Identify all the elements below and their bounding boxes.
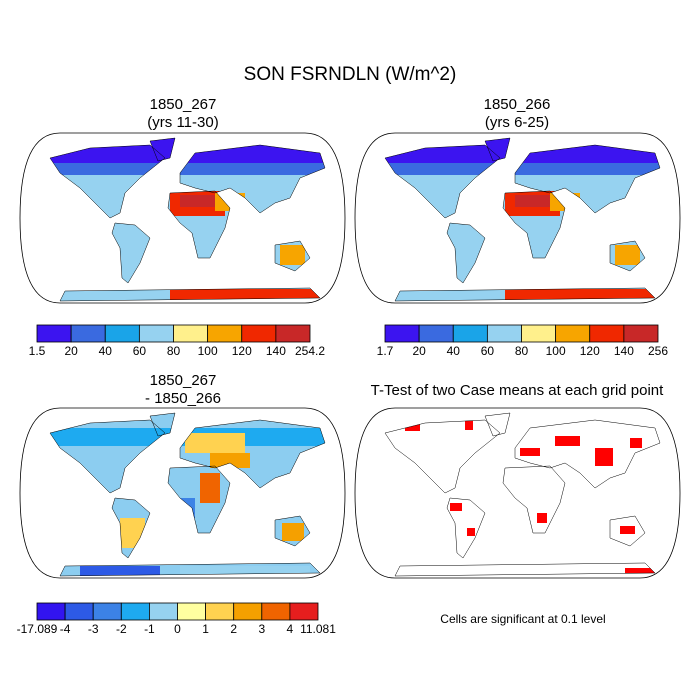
colorbar-swatch [173,324,209,343]
colorbar: 1.7 20 40 60 80 100 120 140 256 [377,324,668,358]
colorbar-swatch [205,602,235,621]
colorbar-swatch [104,324,140,343]
colorbar-label: 2 [230,622,237,636]
panel-title: 1850_266 [484,96,551,113]
colorbar-swatch [623,324,659,343]
colorbar-swatch [261,602,291,621]
colorbar: 1.5 20 40 60 80 100 120 140 254.2 [29,324,325,358]
colorbar-swatch [233,602,263,621]
colorbar-label: 100 [198,344,218,358]
colorbar-swatch [486,324,522,343]
map [19,407,346,579]
colorbar-swatch [92,602,122,621]
colorbar-label: 4 [287,622,294,636]
colorbar-label: 80 [515,344,529,358]
colorbar-label: 60 [481,344,495,358]
colorbar-swatch [120,602,150,621]
colorbar-swatch [177,602,207,621]
colorbar-swatch [138,324,174,343]
panel-title: - 1850_266 [145,390,221,407]
figure-title: SON FSRNDLN (W/m^2) [244,64,457,85]
colorbar-label: 3 [258,622,265,636]
colorbar-label: 0 [174,622,181,636]
panel-title: 1850_267 [150,372,217,389]
colorbar-label: 100 [546,344,566,358]
colorbar-label: 120 [580,344,600,358]
colorbar-swatch [289,602,319,621]
panel-title: (yrs 11-30) [147,114,218,131]
colorbar-label: 120 [232,344,252,358]
colorbar-swatch [64,602,94,621]
colorbar-label: -2 [116,622,127,636]
colorbar-swatch [418,324,454,343]
colorbar-label: 60 [133,344,147,358]
map [354,407,681,579]
colorbar-label: 140 [266,344,286,358]
significance-note: Cells are significant at 0.1 level [440,612,605,626]
colorbar-label: 40 [447,344,461,358]
colorbar-swatch [555,324,591,343]
panel-title: T-Test of two Case means at each grid po… [371,382,664,399]
colorbar-swatch [70,324,106,343]
colorbar-swatch [521,324,557,343]
map [354,132,681,304]
colorbar-swatch [36,602,66,621]
colorbar-label: 1.5 [29,344,46,358]
colorbar-label: 254.2 [295,344,325,358]
map [19,132,346,304]
colorbar-label: 140 [614,344,634,358]
colorbar-swatch [589,324,625,343]
colorbar-label: 1 [202,622,209,636]
colorbar-swatch [384,324,420,343]
colorbar: -17.089 -4 -3 -2 -1 0 1 2 3 4 11.081 [17,602,336,636]
colorbar-label: 40 [99,344,113,358]
colorbar-swatch [207,324,243,343]
panel-title: (yrs 6-25) [485,114,549,131]
colorbar-label: 20 [64,344,78,358]
colorbar-swatch [36,324,72,343]
colorbar-label: 80 [167,344,181,358]
colorbar-label: 20 [412,344,426,358]
colorbar-swatch [275,324,311,343]
colorbar-swatch [148,602,178,621]
colorbar-label: -4 [60,622,71,636]
panel-title: 1850_267 [150,96,217,113]
colorbar-label: 11.081 [300,622,336,636]
colorbar-label: -1 [144,622,155,636]
colorbar-label: -3 [88,622,99,636]
colorbar-label: 256 [648,344,668,358]
colorbar-swatch [452,324,488,343]
colorbar-label: 1.7 [377,344,394,358]
colorbar-label: -17.089 [17,622,58,636]
colorbar-swatch [241,324,277,343]
